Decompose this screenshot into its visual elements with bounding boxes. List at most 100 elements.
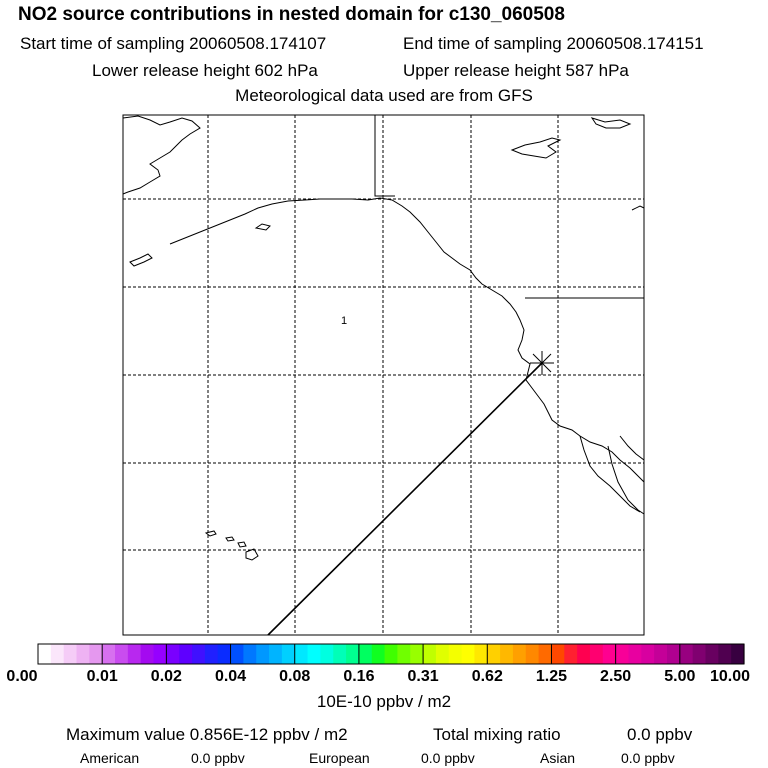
colorbar-cell (76, 644, 90, 664)
colorbar-cell (461, 644, 476, 664)
european-value: 0.0 ppbv (421, 750, 475, 766)
page-title: NO2 source contributions in nested domai… (18, 4, 565, 25)
met-data-label: Meteorological data used are from GFS (235, 86, 533, 105)
hawaii-island (204, 530, 217, 537)
colorbar-tick-label: 0.08 (279, 668, 311, 685)
colorbar-cell (89, 644, 103, 664)
map-frame (122, 114, 645, 636)
colorbar-cell (705, 644, 719, 664)
asian-value: 0.0 ppbv (621, 750, 675, 766)
hawaii-island (225, 536, 235, 542)
colorbar-cell (602, 644, 617, 664)
colorbar-tick-label: 0.31 (407, 668, 439, 685)
colorbar-cell (487, 644, 501, 664)
colorbar-cell (384, 644, 399, 664)
colorbar-cell (38, 644, 52, 664)
colorbar-cell (217, 644, 232, 664)
colorbar-cell (140, 644, 155, 664)
colorbar-cell (512, 644, 527, 664)
units-label: 10E-10 ppbv / m2 (316, 692, 452, 711)
american-value: 0.0 ppbv (191, 750, 245, 766)
colorbar-tick-label: 5.00 (664, 668, 696, 685)
colorbar-cell (63, 644, 78, 664)
baja-coast (579, 435, 641, 513)
colorbar-cell (589, 644, 604, 664)
colorbar-ticks (101, 644, 681, 664)
asian-label: Asian (540, 750, 576, 766)
colorbar-frame (37, 643, 745, 665)
colorbar-cell (256, 644, 270, 664)
colorbar-cell (294, 644, 309, 664)
colorbar-tick-label: 0.62 (471, 668, 503, 685)
colorbar-cell (448, 644, 463, 664)
arctic-coast (631, 205, 645, 211)
colorbar-cell (333, 644, 347, 664)
colorbar-cell (102, 644, 116, 664)
start-time-label: Start time of sampling 20060508.174107 (20, 34, 327, 53)
flight-track (267, 362, 543, 636)
colorbar-tick-label: 0.01 (86, 668, 118, 685)
arctic-island (590, 117, 632, 129)
coastlines (122, 115, 645, 561)
region-label: 1 (341, 315, 347, 327)
colorbar-cell (666, 644, 681, 664)
alaska-west-coast (122, 115, 201, 195)
colorbar-cell (435, 644, 450, 664)
european-label: European (309, 750, 370, 766)
colorbar-cell (371, 644, 386, 664)
colorbar-cell (564, 644, 578, 664)
island (129, 253, 153, 267)
colorbar (37, 643, 745, 665)
colorbar-cell (551, 644, 565, 664)
colorbar-cell (281, 644, 296, 664)
end-time-label: End time of sampling 20060508.174151 (403, 34, 704, 53)
colorbar-tick-label: 0.02 (150, 668, 182, 685)
colorbar-cell (307, 644, 321, 664)
colorbar-cell (153, 644, 167, 664)
map-panel: 1 (122, 114, 645, 636)
colorbar-cell (423, 644, 437, 664)
colorbar-cell (346, 644, 360, 664)
colorbar-cells (38, 644, 745, 664)
colorbar-cell (718, 644, 732, 664)
colorbar-cell (204, 644, 219, 664)
upper-release-label: Upper release height 587 hPa (403, 61, 629, 80)
max-value-label: Maximum value 0.856E-12 ppbv / m2 (66, 725, 348, 744)
colorbar-cell (192, 644, 206, 664)
colorbar-tick-label: 2.50 (600, 668, 632, 685)
colorbar-cell (166, 644, 180, 664)
island (254, 223, 271, 231)
colorbar-cell (615, 644, 630, 664)
colorbar-tick-label: 1.25 (535, 668, 568, 685)
colorbar-cell (397, 644, 411, 664)
lower-release-label: Lower release height 602 hPa (92, 61, 318, 80)
hawaii-island (245, 548, 259, 561)
colorbar-cell (538, 644, 553, 664)
colorbar-cell (641, 644, 655, 664)
total-mixing-label: Total mixing ratio (433, 725, 561, 744)
colorbar-cell (525, 644, 540, 664)
colorbar-cell (692, 644, 707, 664)
colorbar-cell (320, 644, 334, 664)
colorbar-cell (410, 644, 424, 664)
graticule (123, 115, 644, 635)
colorbar-cell (243, 644, 257, 664)
colorbar-tick-label: 10.00 (709, 668, 751, 685)
colorbar-cell (230, 644, 244, 664)
total-mixing-value: 0.0 ppbv (627, 725, 693, 744)
american-label: American (80, 750, 140, 766)
asterisk-marker (530, 351, 554, 375)
colorbar-cell (474, 644, 488, 664)
north-america-coast (169, 197, 645, 483)
colorbar-cell (179, 644, 193, 664)
arctic-island (510, 137, 562, 159)
colorbar-cell (50, 644, 65, 664)
state-border (619, 435, 645, 461)
colorbar-cell (731, 644, 745, 664)
colorbar-cell (500, 644, 514, 664)
colorbar-cell (577, 644, 591, 664)
colorbar-cell (654, 644, 668, 664)
colorbar-cell (115, 644, 129, 664)
colorbar-cell (358, 644, 373, 664)
colorbar-cell (628, 644, 642, 664)
